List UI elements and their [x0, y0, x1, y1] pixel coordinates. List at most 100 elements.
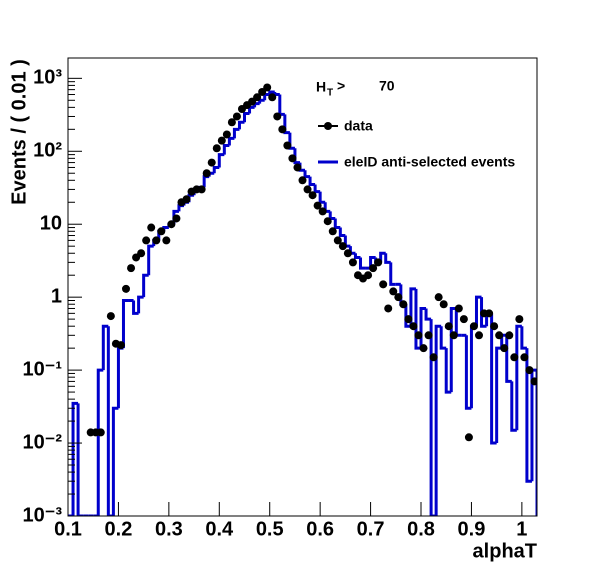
hist-bin: [358, 257, 366, 270]
data-point: [137, 249, 146, 258]
data-point: [454, 304, 463, 313]
y-tick-label: 10: [40, 213, 62, 235]
hist-bin: [434, 324, 442, 516]
hist-bin: [424, 308, 432, 321]
hist-bin: [353, 253, 361, 259]
x-tick-label: 1: [516, 518, 527, 540]
y-tick-label: 10⁻²: [23, 431, 63, 453]
data-point: [232, 112, 241, 121]
hist-bin: [142, 273, 149, 298]
data-point: [217, 136, 226, 145]
legend: data eleID anti-selected events: [318, 118, 515, 170]
data-point: [520, 353, 529, 362]
data-point: [429, 353, 438, 362]
x-tick-label: 0.4: [205, 518, 234, 540]
x-tick-label: 0.7: [357, 518, 385, 540]
data-point: [167, 220, 176, 229]
hist-bin: [333, 218, 341, 230]
data-point: [500, 344, 509, 353]
hist-bin: [480, 297, 487, 328]
annotation-subscript: T: [327, 88, 333, 99]
data-point: [303, 185, 312, 194]
data-point: [510, 353, 519, 362]
x-axis-title: alphaT: [473, 540, 537, 562]
hist-bin: [293, 148, 300, 165]
hist-bin: [222, 144, 230, 155]
data-point: [278, 125, 287, 134]
x-tick-label: 0.6: [306, 518, 334, 540]
y-tick-label: 10²: [33, 140, 62, 162]
hist-bin: [530, 368, 537, 516]
data-point: [490, 322, 499, 331]
hist-bin: [515, 324, 522, 431]
data-point: [116, 341, 125, 350]
data-point: [485, 309, 494, 318]
data-point: [515, 315, 524, 324]
data-point: [147, 223, 156, 232]
data-point: [157, 227, 166, 236]
data-point: [106, 312, 115, 321]
legend-marker: [324, 122, 332, 130]
hist-bin: [444, 348, 452, 394]
x-tick-label: 0.1: [54, 518, 82, 540]
data-point: [253, 93, 262, 102]
data-point: [283, 141, 292, 150]
data-point: [222, 130, 231, 139]
hist-bin: [121, 299, 129, 349]
data-point: [273, 112, 282, 121]
hist-bin: [111, 406, 119, 516]
x-tick-label: 0.3: [155, 518, 183, 540]
data-point: [152, 236, 161, 245]
hist-bin: [101, 324, 109, 371]
data-point: [182, 195, 191, 204]
data-point: [293, 163, 302, 172]
data-point: [288, 154, 297, 163]
x-tick-label: 0.9: [458, 518, 486, 540]
data-point: [449, 331, 458, 340]
data-point: [172, 214, 181, 223]
hist-bin: [490, 313, 497, 445]
frame: [67, 57, 538, 517]
legend-label: data: [344, 118, 373, 134]
data-point: [384, 304, 393, 313]
hist-bin: [474, 295, 482, 327]
hist-bin: [147, 244, 154, 276]
data-point: [374, 258, 383, 267]
data-point: [202, 169, 211, 178]
hist-bin: [414, 288, 422, 350]
hist-bin: [217, 153, 225, 168]
data-point: [343, 249, 352, 258]
data-point: [197, 185, 206, 194]
data-point: [434, 293, 443, 302]
data-point: [495, 331, 504, 340]
annotation-symbol: H: [316, 79, 326, 95]
hist-bin: [71, 401, 79, 516]
data-point: [414, 331, 423, 340]
hist-bin: [283, 114, 290, 135]
hist-bin: [237, 120, 245, 130]
data-point: [268, 93, 277, 102]
legend-label: eleID anti-selected events: [344, 154, 515, 170]
data-point: [389, 287, 398, 296]
data-point: [379, 280, 388, 289]
hist-bin: [227, 136, 235, 146]
data-point: [525, 366, 534, 375]
hist-bin: [318, 191, 326, 204]
data-point: [338, 242, 347, 251]
hist-bin: [338, 227, 346, 238]
x-tick-label: 0.8: [407, 518, 435, 540]
hist-bin: [313, 184, 321, 194]
hist-bin: [132, 300, 139, 315]
hist-bin: [520, 326, 527, 350]
x-tick-label: 0.5: [256, 518, 284, 540]
data-point: [263, 83, 272, 92]
hist-bin: [409, 287, 416, 327]
data-point: [212, 144, 221, 153]
data-point: [298, 176, 307, 185]
annotation: H T > 70: [316, 78, 395, 99]
plot-area: [68, 83, 537, 516]
data-point: [439, 300, 448, 309]
hist-bin: [243, 111, 250, 123]
data-point: [318, 207, 327, 216]
